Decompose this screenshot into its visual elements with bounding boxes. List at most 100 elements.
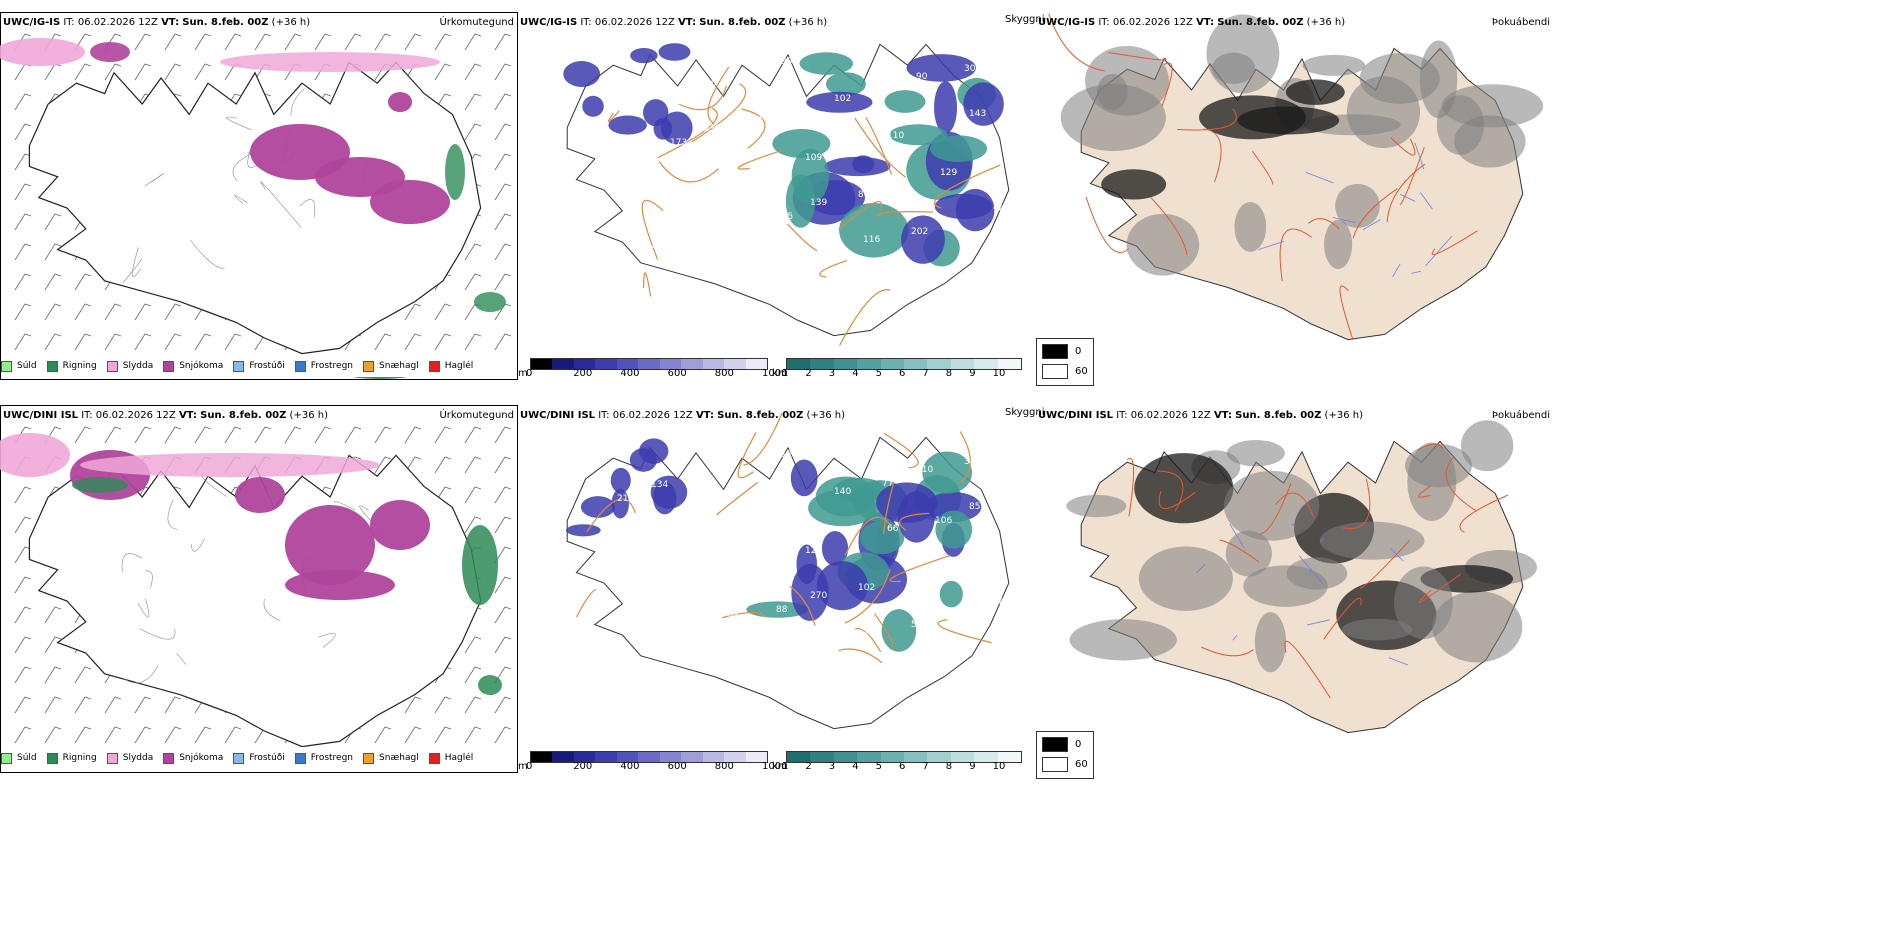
contour-line: [121, 553, 142, 572]
cloud-base-label: 213: [617, 494, 634, 504]
wind-barb: [404, 426, 422, 444]
colorbar-segment: [595, 359, 617, 369]
colorbar-tick: 1000: [762, 368, 788, 379]
wind-barb: [224, 726, 242, 744]
road-line: [1275, 492, 1315, 519]
wind-barb: [164, 426, 182, 444]
cloud-base-label: 81: [728, 613, 739, 623]
river-line: [1332, 217, 1356, 224]
colorbar-unit: km: [772, 761, 788, 772]
cloud-base-label: 95: [675, 576, 686, 586]
colorbar-tick: 7: [922, 368, 929, 379]
colorbar-tick: 10: [992, 761, 1006, 772]
wind-barb: [494, 576, 512, 594]
legend-swatch: [294, 752, 306, 764]
legend-item: Haglél: [428, 360, 473, 372]
model-name: UWC/IG-IS: [3, 17, 61, 28]
road-line: [658, 161, 719, 183]
wind-barb: [494, 426, 512, 444]
cloud-base-area: [824, 156, 891, 177]
road-line: [586, 498, 636, 533]
legend-label: Súld: [17, 361, 37, 371]
cloud-base-area: [906, 54, 976, 82]
wind-barb: [44, 726, 62, 744]
wind-barb: [164, 303, 182, 321]
river-line: [1291, 523, 1295, 527]
wind-barb: [464, 486, 482, 504]
cloud-base-labels: 221 134 51 88 270 120 110 85 108 95 81 124 140 66 56 16…: [598, 443, 1010, 652]
wind-barb: [14, 333, 32, 351]
colorbar-tick: 4: [852, 368, 859, 379]
fog-title: Þokuábendi: [1491, 410, 1550, 421]
fog-index-area: [1341, 618, 1413, 641]
colorbar-segment: [724, 359, 746, 369]
wind-barb: [494, 606, 512, 624]
wind-barb: [314, 426, 332, 444]
fog-legend-row: 60: [1042, 757, 1088, 772]
colorbar-segment: [997, 752, 1022, 762]
cloud-base-label: 91: [699, 472, 710, 482]
snow-area: [285, 570, 395, 600]
cloud-base-area: [897, 491, 935, 543]
colorbar-segment: [974, 359, 998, 369]
wind-barb: [14, 213, 32, 231]
road-line: [839, 289, 891, 346]
cloud-base-area: [660, 111, 693, 145]
lead-time: (+36 h): [289, 410, 328, 421]
colorbar-tick: 3: [828, 368, 836, 379]
wind-barb: [494, 486, 512, 504]
road-line: [1341, 478, 1371, 530]
fog-field: [1066, 420, 1538, 673]
fog-header: UWC/IG-IS IT: 06.02.2026 12Z VT: Sun. 8.…: [1038, 17, 1345, 29]
it-label: IT:: [598, 410, 610, 421]
road-line: [737, 149, 783, 170]
vt-value: Sun. 8.feb. 00Z: [200, 410, 287, 421]
road-line: [722, 611, 766, 619]
cloud-base-label: 88: [757, 554, 769, 564]
cloud-base-area: [639, 438, 669, 464]
cloud-base-label: 102: [834, 94, 851, 104]
road-line: [691, 83, 747, 143]
precip-title: Úrkomutegund: [439, 410, 514, 421]
cloud-base-label: 167: [675, 183, 692, 193]
model-name: UWC/IG-IS: [1038, 17, 1096, 28]
road-line: [1390, 137, 1416, 156]
wind-barb: [464, 63, 482, 81]
model-name: UWC/DINI ISL: [1038, 410, 1114, 421]
cloud-base-label: 51: [704, 517, 715, 527]
contour-line: [318, 633, 336, 648]
colorbar-tick: 1: [782, 761, 789, 772]
rain-area: [474, 292, 506, 312]
road-line: [1339, 285, 1354, 341]
cloud-base-label: 84: [646, 242, 658, 252]
cloud-base-area: [610, 467, 631, 493]
low-cloud-area: [884, 90, 926, 113]
legend-swatch: [233, 360, 245, 372]
fog-index-area: [1285, 79, 1345, 105]
height-colorbar: m 0 200 400 600 800 1000: [518, 751, 787, 773]
snow-area: [285, 505, 375, 585]
cloud-base-label: 251: [651, 87, 668, 97]
cloud-base-area: [580, 496, 616, 518]
low-cloud-area: [799, 52, 854, 75]
colorbar-segment: [904, 359, 928, 369]
legend-label: Snæhagl: [379, 361, 419, 371]
road-line: [641, 199, 664, 260]
legend-item: Snjókoma: [163, 752, 223, 764]
wind-barb: [134, 696, 152, 714]
colorbar-tick: 3: [828, 761, 836, 772]
precip-map: [0, 405, 518, 773]
cloud-base-label: 232: [704, 124, 721, 134]
colorbar-segment: [616, 752, 639, 762]
cloud-base-area: [924, 492, 982, 523]
contour-line: [333, 501, 356, 511]
colorbar-segment: [904, 752, 928, 762]
river-line: [1309, 568, 1312, 575]
colorbar-segment: [927, 752, 951, 762]
lead-time: (+36 h): [806, 410, 845, 421]
wind-barb: [74, 666, 92, 684]
colorbar-tick: 2: [805, 368, 812, 379]
contour-line: [176, 653, 187, 665]
wind-barb: [104, 726, 122, 744]
river-line: [1392, 263, 1401, 278]
